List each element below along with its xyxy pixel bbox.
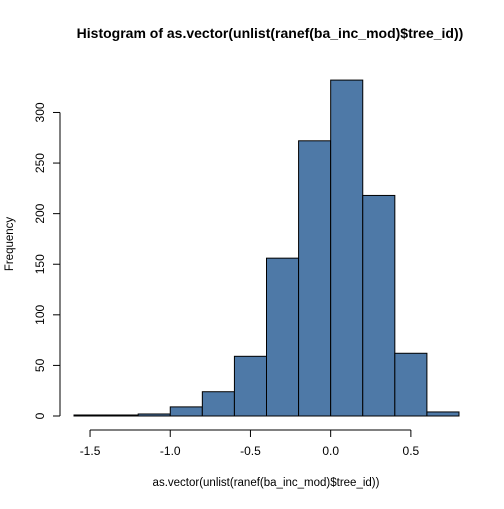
x-tick-label: 0.0 (322, 444, 339, 458)
histogram-bar (105, 414, 139, 417)
histogram-bar (233, 355, 267, 417)
histogram-bar (298, 140, 332, 417)
histogram-bar (73, 414, 107, 417)
chart-title: Histogram of as.vector(unlist(ranef(ba_i… (77, 25, 464, 41)
histogram-bar (137, 413, 171, 417)
histogram-bars (73, 79, 460, 417)
y-tick-label: 150 (33, 254, 47, 274)
y-tick-label: 300 (33, 102, 47, 122)
histogram-bar (266, 257, 300, 417)
y-tick-label: 200 (33, 203, 47, 223)
y-axis-label: Frequency (4, 217, 16, 272)
histogram-bar (169, 406, 203, 417)
y-tick-label: 250 (33, 153, 47, 173)
y-tick-label: 50 (33, 358, 47, 372)
y-tick-label: 100 (33, 304, 47, 324)
y-axis: 0 50 100 150 200 250 300 (33, 102, 61, 419)
x-axis: -1.5 -1.0 -0.5 0.0 0.5 (80, 429, 420, 458)
x-tick-label: -0.5 (240, 444, 261, 458)
x-tick-label: 0.5 (403, 444, 420, 458)
x-axis-label: as.vector(unlist(ranef(ba_inc_mod)$tree_… (153, 477, 380, 489)
x-tick-label: -1.5 (80, 444, 101, 458)
y-tick-label: 0 (33, 412, 47, 419)
histogram-bar (394, 352, 428, 417)
histogram-bar (362, 194, 396, 417)
histogram-bar (426, 411, 460, 417)
histogram-bar (330, 79, 364, 417)
x-tick-label: -1.0 (160, 444, 181, 458)
histogram-bar (201, 391, 235, 417)
